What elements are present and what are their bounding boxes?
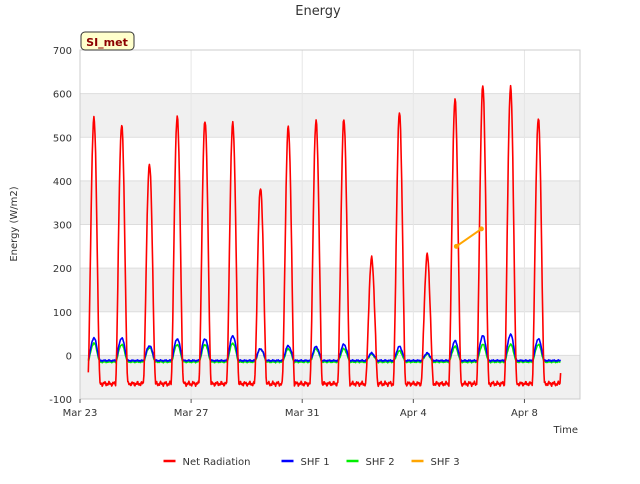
y-tick-label: 200: [53, 264, 72, 275]
series-point: [478, 226, 484, 232]
y-axis-label: Energy (W/m2): [9, 186, 20, 261]
site-label-background: [80, 31, 135, 51]
legend-label: Net Radiation: [183, 457, 251, 468]
series-line-shf-3: [455, 228, 482, 248]
x-tick-label: Mar 23: [63, 408, 98, 419]
plot-background-bands: [80, 50, 580, 399]
y-tick-label: 0: [66, 351, 72, 362]
background-band: [80, 311, 580, 356]
background-band: [80, 50, 580, 94]
series-line-net-radiation: [87, 84, 562, 388]
x-tick-label: Mar 31: [285, 408, 320, 419]
site-label-box: SI_met: [80, 31, 135, 51]
y-tick-label: -100: [49, 395, 72, 406]
y-tick-label: 300: [53, 221, 72, 232]
x-tick-label: Apr 8: [511, 408, 538, 419]
y-tick-label: 100: [53, 308, 72, 319]
background-band: [80, 137, 580, 181]
legend-label: SHF 1: [301, 457, 330, 468]
series-line-shf-1: [87, 333, 562, 363]
legend-label: SHF 3: [431, 457, 460, 468]
y-axis-ticks: -100 0 100 200 300 400 500 600 700: [49, 46, 72, 406]
series-point: [453, 243, 459, 249]
background-band: [80, 180, 580, 225]
y-tick-label: 700: [53, 46, 72, 57]
x-tick-label: Mar 27: [174, 408, 209, 419]
x-tick-label: Apr 4: [400, 408, 427, 419]
series-layer: [87, 84, 562, 388]
plot-frame: [79, 49, 581, 400]
chart-legend: Net Radiation SHF 1 SHF 2 SHF 3: [163, 457, 460, 468]
site-label-text: SI_met: [86, 36, 128, 49]
y-tick-label: 500: [53, 133, 72, 144]
background-band: [80, 93, 580, 138]
background-band: [80, 224, 580, 269]
chart-title: Energy: [295, 4, 341, 19]
x-axis-label: Time: [553, 425, 578, 436]
y-tick-label: 600: [53, 90, 72, 101]
x-axis-ticks: Mar 23 Mar 27 Mar 31 Apr 4 Apr 8: [63, 399, 538, 419]
y-tick-label: 400: [53, 177, 72, 188]
series-line-shf-2: [87, 341, 561, 364]
background-band: [80, 268, 580, 312]
legend-label: SHF 2: [366, 457, 395, 468]
